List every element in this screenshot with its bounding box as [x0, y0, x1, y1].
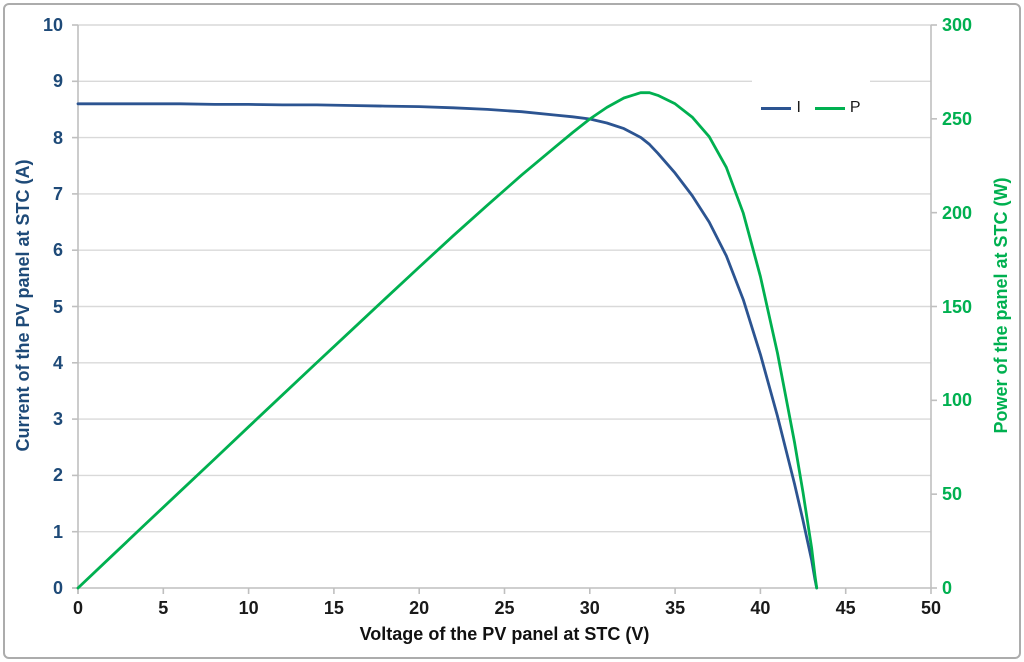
curve-p	[76, 91, 819, 590]
legend-entry-power: P	[814, 99, 861, 116]
y-right-tick-label: 250	[942, 108, 973, 129]
legend-label-power: P	[849, 99, 861, 116]
y-right-tick-label: 100	[942, 390, 973, 411]
x-tick-label: 25	[494, 598, 515, 618]
y-left-tick-label: 4	[52, 352, 63, 373]
x-tick-label: 30	[579, 598, 600, 618]
y-right-tick-label: 300	[942, 15, 973, 35]
y-axis-right-title: Power of the panel at STC (W)	[991, 177, 1011, 434]
curve-i	[76, 102, 819, 590]
x-tick-label: 5	[158, 598, 169, 618]
y-left-tick-label: 0	[52, 578, 63, 598]
y-left-tick-label: 10	[42, 15, 63, 35]
y-left-tick-label: 9	[52, 71, 63, 92]
legend-label-current: I	[796, 99, 801, 116]
power-series-swatch-icon	[814, 106, 845, 110]
x-tick-label: 40	[750, 598, 771, 618]
x-tick-label: 35	[665, 598, 686, 618]
y-left-tick-label: 7	[52, 183, 63, 204]
x-tick-label: 0	[72, 598, 84, 618]
y-right-tick-label: 150	[942, 296, 973, 317]
y-left-tick-label: 3	[52, 409, 63, 430]
y-right-tick-label: 200	[942, 202, 973, 223]
x-tick-label: 20	[409, 598, 430, 618]
y-left-tick-label: 8	[52, 127, 63, 148]
y-axis-left-title: Current of the PV panel at STC (A)	[13, 159, 33, 452]
legend: I P	[752, 80, 870, 136]
x-tick-label: 15	[323, 598, 344, 618]
current-series-swatch-icon	[761, 106, 792, 110]
legend-entry-current: I	[761, 99, 801, 116]
y-right-tick-label: 50	[942, 484, 963, 505]
x-axis-title: Voltage of the PV panel at STC (V)	[359, 624, 650, 644]
y-right-tick-label: 0	[942, 578, 953, 598]
y-left-tick-label: 5	[52, 296, 63, 317]
x-tick-label: 50	[920, 598, 942, 618]
y-left-tick-label: 6	[52, 240, 63, 261]
y-left-tick-label: 1	[52, 521, 63, 542]
x-tick-label: 45	[835, 598, 856, 618]
y-left-tick-label: 2	[52, 465, 63, 486]
x-tick-label: 10	[238, 598, 259, 618]
